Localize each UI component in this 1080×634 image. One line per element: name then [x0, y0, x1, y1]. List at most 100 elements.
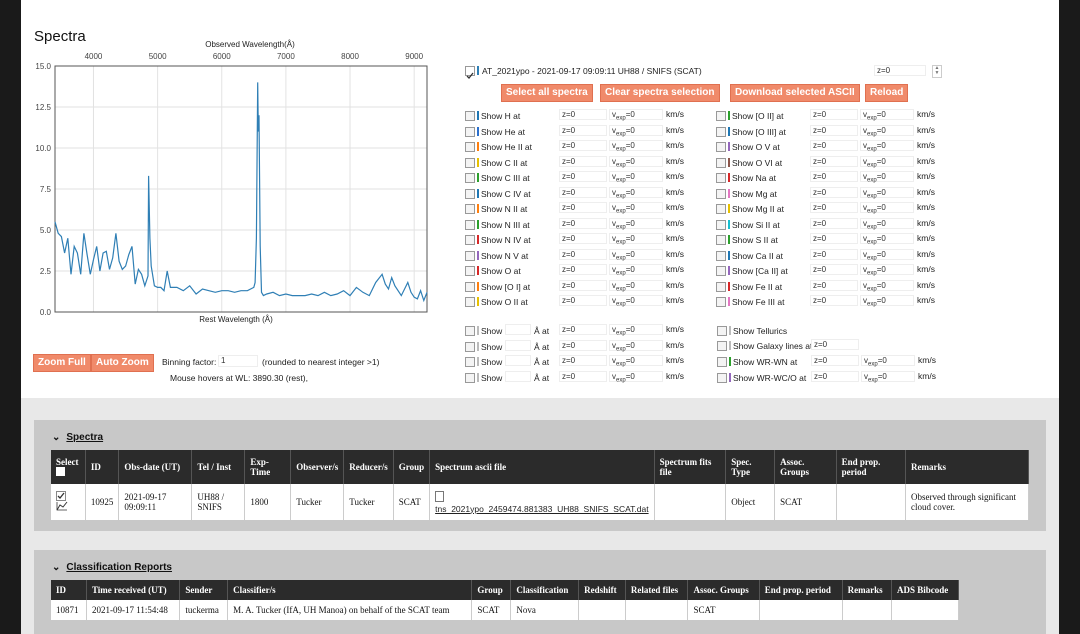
line-checkbox[interactable] [716, 157, 726, 168]
line-vexp-input[interactable]: vexp=0 [609, 233, 663, 246]
line-vexp-input[interactable]: vexp=0 [860, 202, 914, 215]
spectrum-toggle-checkbox[interactable] [465, 66, 475, 79]
custom-line-checkbox[interactable] [465, 341, 475, 352]
line-vexp-input[interactable]: vexp=0 [860, 171, 914, 184]
line-z-input[interactable]: z=0 [810, 279, 858, 291]
line-checkbox[interactable] [716, 297, 726, 307]
line-checkbox[interactable] [716, 235, 726, 245]
custom-z-input[interactable]: z=0 [559, 355, 607, 366]
line-z-input[interactable]: z=0 [559, 124, 607, 136]
line-checkbox[interactable] [465, 157, 475, 168]
line-checkbox[interactable] [465, 142, 475, 152]
line-vexp-input[interactable]: vexp=0 [860, 155, 914, 168]
line-checkbox[interactable] [716, 173, 726, 183]
line-vexp-input[interactable]: vexp=0 [860, 140, 914, 153]
custom-wavelength-input[interactable] [505, 355, 531, 366]
download-ascii-button[interactable]: Download selected ASCII [730, 84, 860, 102]
line-checkbox[interactable] [465, 266, 475, 276]
row-select-checkbox[interactable] [56, 491, 66, 502]
custom-line-checkbox[interactable] [465, 326, 475, 336]
clear-spectra-selection-button[interactable]: Clear spectra selection [600, 84, 720, 102]
wr-vexp-input[interactable]: vexp=0 [861, 355, 915, 368]
custom-vexp-input[interactable]: vexp=0 [609, 370, 663, 383]
line-vexp-input[interactable]: vexp=0 [860, 248, 914, 261]
line-vexp-input[interactable]: vexp=0 [609, 109, 663, 122]
line-checkbox[interactable] [465, 235, 475, 245]
spectrum-z-spinner[interactable]: ▲ ▼ [932, 65, 942, 78]
line-vexp-input[interactable]: vexp=0 [609, 217, 663, 230]
line-checkbox[interactable] [716, 266, 726, 276]
tellurics-checkbox[interactable] [717, 326, 727, 336]
line-vexp-input[interactable]: vexp=0 [609, 279, 663, 292]
line-vexp-input[interactable]: vexp=0 [609, 295, 663, 308]
chart-icon[interactable] [56, 501, 68, 513]
line-checkbox[interactable] [716, 188, 726, 199]
line-z-input[interactable]: z=0 [810, 186, 858, 198]
line-vexp-input[interactable]: vexp=0 [860, 124, 914, 137]
line-z-input[interactable]: z=0 [810, 295, 858, 306]
line-z-input[interactable]: z=0 [810, 124, 858, 136]
line-checkbox[interactable] [716, 250, 726, 261]
line-z-input[interactable]: z=0 [559, 248, 607, 260]
wr-vexp-input[interactable]: vexp=0 [861, 370, 915, 383]
line-z-input[interactable]: z=0 [810, 171, 858, 182]
galaxy-z-input[interactable]: z=0 [811, 339, 859, 350]
line-vexp-input[interactable]: vexp=0 [860, 233, 914, 246]
custom-line-checkbox[interactable] [465, 372, 475, 383]
line-z-input[interactable]: z=0 [810, 109, 858, 120]
line-vexp-input[interactable]: vexp=0 [860, 186, 914, 199]
line-checkbox[interactable] [465, 297, 475, 307]
line-z-input[interactable]: z=0 [810, 248, 858, 260]
line-z-input[interactable]: z=0 [810, 217, 858, 229]
custom-z-input[interactable]: z=0 [559, 339, 607, 351]
custom-vexp-input[interactable]: vexp=0 [609, 324, 663, 337]
line-checkbox[interactable] [465, 126, 475, 137]
line-z-input[interactable]: z=0 [559, 295, 607, 306]
custom-vexp-input[interactable]: vexp=0 [609, 355, 663, 368]
line-z-input[interactable]: z=0 [559, 233, 607, 244]
line-vexp-input[interactable]: vexp=0 [860, 295, 914, 308]
line-vexp-input[interactable]: vexp=0 [609, 140, 663, 153]
wr-z-input[interactable]: z=0 [811, 370, 859, 382]
line-vexp-input[interactable]: vexp=0 [860, 109, 914, 122]
wr-z-input[interactable]: z=0 [811, 355, 859, 366]
line-vexp-input[interactable]: vexp=0 [609, 171, 663, 184]
galaxy-lines-checkbox[interactable] [717, 341, 727, 351]
line-z-input[interactable]: z=0 [559, 186, 607, 198]
line-z-input[interactable]: z=0 [559, 140, 607, 151]
line-z-input[interactable]: z=0 [559, 202, 607, 213]
line-z-input[interactable]: z=0 [810, 233, 858, 244]
line-vexp-input[interactable]: vexp=0 [860, 264, 914, 277]
line-z-input[interactable]: z=0 [559, 155, 607, 167]
line-z-input[interactable]: z=0 [559, 217, 607, 229]
line-vexp-input[interactable]: vexp=0 [609, 264, 663, 277]
custom-wavelength-input[interactable] [505, 339, 531, 351]
line-z-input[interactable]: z=0 [810, 140, 858, 151]
zoom-full-button[interactable]: Zoom Full [33, 354, 91, 372]
spectrum-z-input[interactable]: z=0 [874, 65, 926, 76]
wr-checkbox[interactable] [717, 372, 727, 383]
custom-wavelength-input[interactable] [505, 324, 531, 335]
select-all-checkbox[interactable] [56, 466, 65, 476]
line-checkbox[interactable] [716, 204, 726, 214]
custom-wavelength-input[interactable] [505, 370, 531, 382]
line-z-input[interactable]: z=0 [810, 264, 858, 275]
custom-z-input[interactable]: z=0 [559, 370, 607, 382]
line-vexp-input[interactable]: vexp=0 [609, 186, 663, 199]
line-vexp-input[interactable]: vexp=0 [860, 279, 914, 292]
classification-section-toggle[interactable]: ⌄ Classification Reports [52, 562, 172, 573]
custom-vexp-input[interactable]: vexp=0 [609, 339, 663, 352]
line-checkbox[interactable] [465, 111, 475, 121]
line-checkbox[interactable] [716, 281, 726, 292]
line-checkbox[interactable] [716, 142, 726, 152]
line-checkbox[interactable] [465, 250, 475, 261]
custom-z-input[interactable]: z=0 [559, 324, 607, 335]
line-vexp-input[interactable]: vexp=0 [609, 124, 663, 137]
ascii-file-link[interactable]: tns_2021ypo_2459474.881383_UH88_SNIFS_SC… [435, 503, 649, 514]
line-vexp-input[interactable]: vexp=0 [609, 202, 663, 215]
line-vexp-input[interactable]: vexp=0 [609, 155, 663, 168]
line-checkbox[interactable] [465, 173, 475, 183]
line-z-input[interactable]: z=0 [810, 155, 858, 167]
custom-line-checkbox[interactable] [465, 357, 475, 367]
line-vexp-input[interactable]: vexp=0 [860, 217, 914, 230]
